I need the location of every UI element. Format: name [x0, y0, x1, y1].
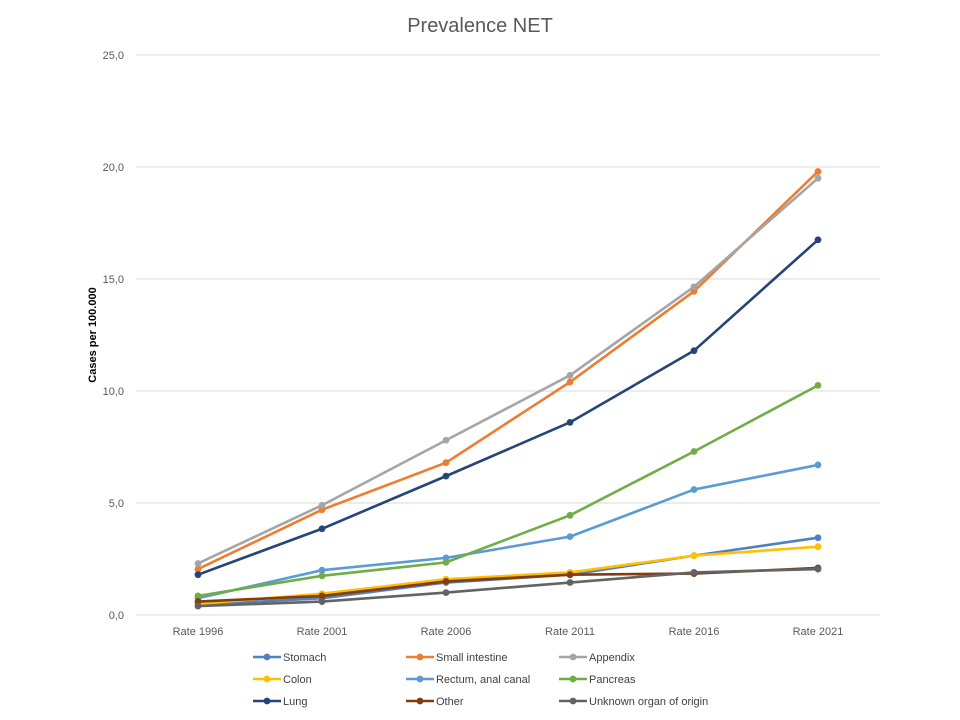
- x-tick-label: Rate 2016: [669, 626, 720, 638]
- x-tick-label: Rate 2001: [297, 626, 348, 638]
- legend-item: Rectum, anal canal: [406, 674, 530, 686]
- legend-item: Other: [406, 696, 464, 708]
- data-point: [194, 592, 202, 600]
- series-path: [196, 567, 820, 608]
- y-tick-label: 15,0: [103, 274, 124, 286]
- data-point: [814, 565, 822, 573]
- data-point: [814, 236, 822, 244]
- data-point: [814, 543, 822, 551]
- legend-item: Lung: [253, 696, 307, 708]
- legend-marker: [263, 653, 271, 661]
- data-point: [318, 501, 326, 509]
- data-point: [814, 534, 822, 542]
- legend-label: Rectum, anal canal: [436, 674, 530, 686]
- y-tick-label: 25,0: [103, 50, 124, 62]
- x-tick-label: Rate 2011: [545, 626, 595, 638]
- series-path: [196, 170, 820, 571]
- data-point: [566, 511, 574, 519]
- data-point: [814, 174, 822, 182]
- data-point: [690, 347, 698, 355]
- data-point: [442, 589, 450, 596]
- data-point: [318, 592, 326, 600]
- chart-title: Prevalence NET: [407, 15, 553, 37]
- data-point: [566, 579, 574, 586]
- series-line: [194, 168, 822, 573]
- x-tick-label: Rate 1996: [173, 626, 224, 638]
- legend-label: Other: [436, 696, 464, 708]
- data-point: [566, 533, 574, 540]
- legend-label: Lung: [283, 696, 307, 708]
- data-point: [690, 283, 698, 291]
- legend-item: Unknown organ of origin: [559, 696, 708, 708]
- x-tick-label: Rate 2021: [793, 626, 844, 638]
- data-point: [814, 461, 822, 469]
- data-point: [566, 378, 574, 386]
- data-point: [566, 371, 574, 379]
- data-point: [442, 436, 450, 444]
- y-tick-label: 20,0: [103, 162, 124, 174]
- data-point: [442, 459, 450, 467]
- data-point: [318, 598, 326, 605]
- legend-item: Appendix: [559, 652, 635, 664]
- legend-item: Colon: [253, 674, 312, 686]
- legend-label: Stomach: [283, 652, 326, 664]
- legend-marker: [416, 653, 424, 661]
- legend-item: Small intestine: [406, 652, 508, 664]
- data-point: [194, 602, 202, 610]
- series-path: [196, 545, 820, 606]
- y-axis-label: Cases per 100.000: [87, 287, 99, 382]
- gridlines: [136, 54, 880, 616]
- legend-marker: [569, 697, 577, 705]
- legend-marker: [416, 697, 424, 705]
- data-point: [194, 565, 202, 573]
- series-path: [196, 566, 820, 603]
- data-point: [814, 382, 822, 389]
- legend: Stomach Small intestine Appendix Colon Rectu…: [253, 652, 708, 708]
- data-point: [318, 572, 326, 580]
- legend-item: Stomach: [253, 652, 326, 664]
- y-tick-label: 10,0: [103, 386, 124, 398]
- series-line: [194, 174, 822, 567]
- data-point: [194, 571, 202, 579]
- data-point: [566, 418, 574, 426]
- x-tick-labels: Rate 1996 Rate 2001 Rate 2006 Rate 2011 Rate…: [173, 626, 844, 638]
- series-path: [196, 463, 820, 600]
- series-path: [196, 238, 820, 576]
- legend-label: Appendix: [589, 652, 635, 664]
- y-tick-labels: 0,0 5,0 10,0 15,0 20,0 25,0: [103, 50, 124, 622]
- data-point: [690, 569, 698, 576]
- legend-item: Pancreas: [559, 674, 636, 686]
- series-lines: [194, 168, 822, 610]
- legend-marker: [263, 697, 271, 705]
- legend-marker: [263, 675, 271, 683]
- data-point: [442, 558, 450, 566]
- legend-marker: [569, 653, 577, 661]
- series-line: [194, 236, 822, 579]
- legend-marker: [416, 675, 424, 683]
- legend-label: Colon: [283, 674, 312, 686]
- legend-marker: [569, 675, 577, 683]
- series-line: [194, 382, 822, 600]
- x-tick-label: Rate 2006: [421, 626, 472, 638]
- data-point: [318, 566, 326, 574]
- data-point: [318, 525, 326, 533]
- data-point: [690, 448, 698, 455]
- data-point: [194, 560, 202, 567]
- legend-label: Unknown organ of origin: [589, 696, 708, 708]
- data-point: [442, 578, 450, 585]
- legend-label: Small intestine: [436, 652, 508, 664]
- data-point: [814, 168, 822, 175]
- legend-label: Pancreas: [589, 674, 636, 686]
- data-point: [690, 486, 698, 493]
- data-point: [442, 472, 450, 480]
- series-line: [194, 565, 822, 610]
- y-tick-label: 5,0: [109, 498, 124, 510]
- y-tick-label: 0,0: [109, 610, 124, 622]
- data-point: [566, 571, 574, 579]
- series-path: [196, 384, 820, 598]
- series-path: [196, 176, 820, 565]
- data-point: [690, 552, 698, 560]
